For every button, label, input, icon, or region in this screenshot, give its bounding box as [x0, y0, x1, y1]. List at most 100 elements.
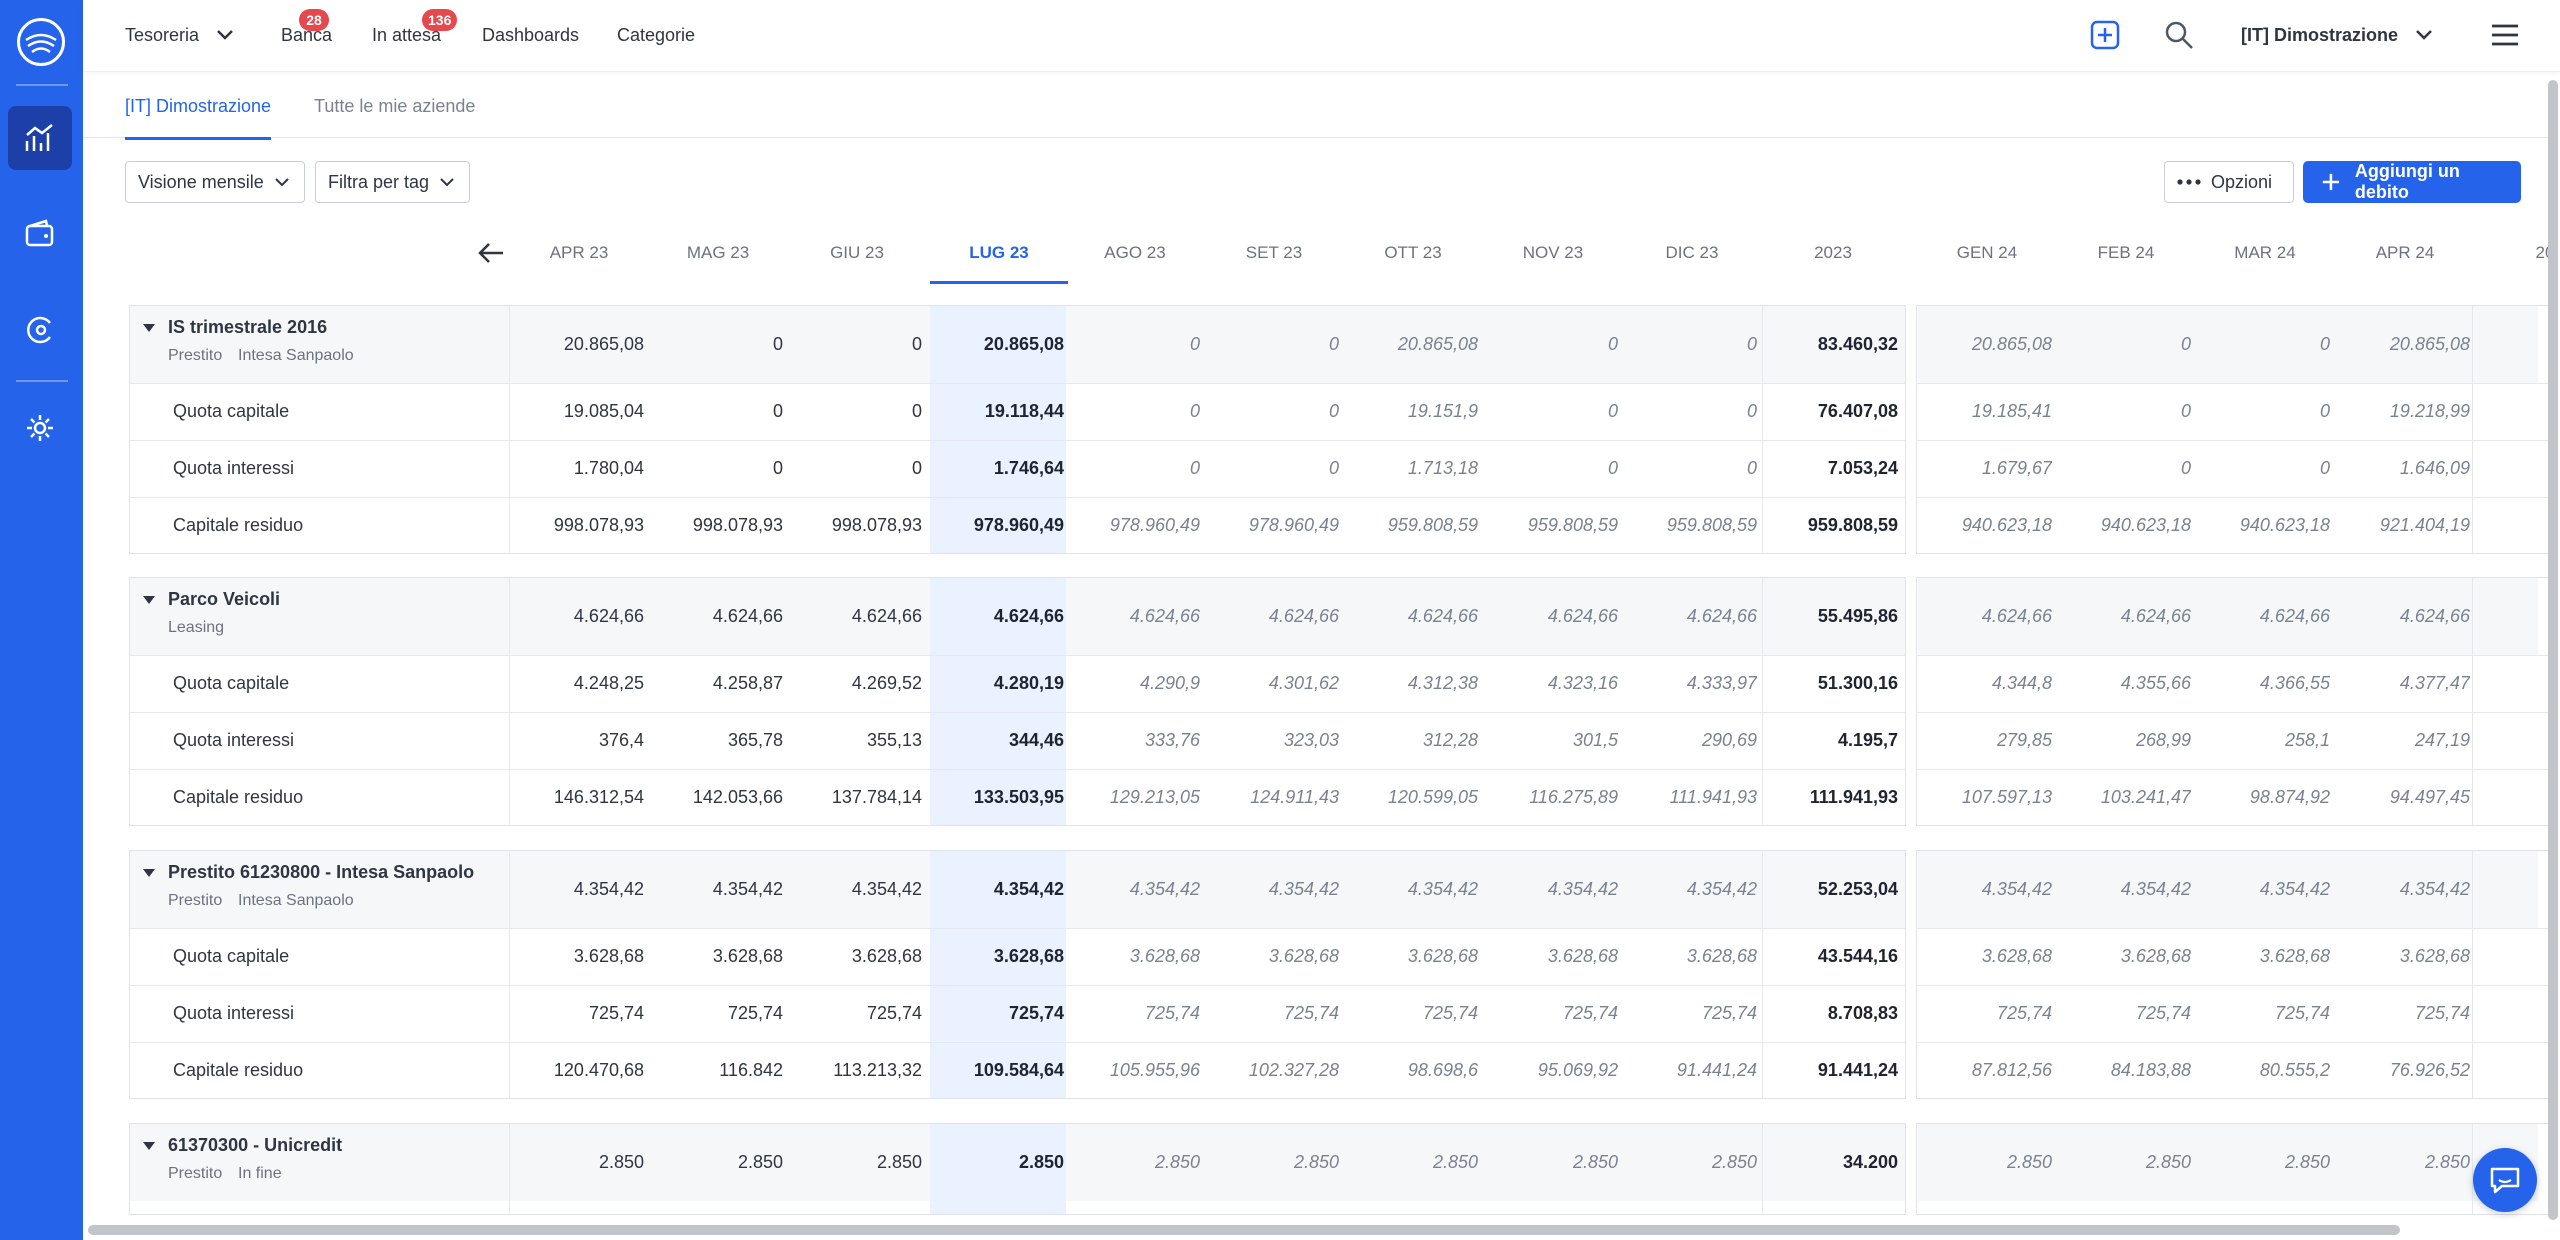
collapse-triangle-icon[interactable] — [143, 869, 155, 877]
nav-tesoreria[interactable]: Tesoreria — [125, 25, 234, 46]
total-value: 4.354,42 — [573, 879, 644, 899]
chevron-down-icon — [440, 178, 454, 187]
group-tag: Prestito — [168, 1165, 223, 1182]
label-divider — [509, 850, 510, 1099]
hamburger-menu-icon[interactable] — [2490, 22, 2520, 53]
row-divider — [1916, 1042, 2556, 1043]
cell-value: 95.069,92 — [1537, 1060, 1618, 1080]
options-button[interactable]: Opzioni — [2164, 161, 2294, 203]
cell-value: 998.078,93 — [553, 515, 644, 535]
row-label: Capitale residuo — [173, 1060, 304, 1080]
column-header[interactable]: AGO 23 — [1104, 243, 1166, 262]
group-title[interactable]: IS trimestrale 2016 — [168, 317, 328, 337]
column-header[interactable]: LUG 23 — [930, 242, 1068, 284]
cell-value: 0 — [772, 458, 783, 478]
collapse-triangle-icon[interactable] — [143, 1142, 155, 1150]
company-tabs: [IT] Dimostrazione Tutte le mie aziende — [83, 72, 2550, 140]
nav-in-attesa[interactable]: In attesa 136 — [372, 9, 458, 46]
cell-value: 0 — [1746, 458, 1757, 478]
column-header[interactable]: SET 23 — [1245, 243, 1303, 262]
cell-value: 3.628,68 — [573, 946, 644, 966]
cell-value: 98.874,92 — [2249, 787, 2330, 807]
row-divider — [1916, 440, 2556, 441]
cell-value: 0 — [1189, 401, 1200, 421]
total-value: 4.354,42 — [1129, 879, 1200, 899]
total-value: 20.865,08 — [983, 334, 1064, 354]
cell-value: 51.300,16 — [1817, 673, 1898, 693]
sidebar-item-settings[interactable] — [8, 396, 72, 460]
cell-value: 19.118,44 — [984, 401, 1064, 421]
collapse-triangle-icon[interactable] — [143, 324, 155, 332]
tab-current-company[interactable]: [IT] Dimostrazione — [125, 96, 272, 140]
horizontal-scrollbar[interactable] — [88, 1225, 2400, 1235]
total-value: 4.624,66 — [573, 606, 644, 626]
row-divider — [129, 497, 1906, 498]
cell-value: 3.628,68 — [993, 946, 1064, 966]
column-header[interactable]: APR 23 — [549, 243, 609, 262]
app-logo-icon[interactable] — [17, 18, 65, 66]
total-value: 2.850 — [1572, 1152, 1618, 1172]
column-header[interactable]: FEB 24 — [2097, 243, 2155, 262]
cell-value: 1.780,04 — [573, 458, 644, 478]
column-header[interactable]: MAR 24 — [2234, 243, 2296, 262]
column-header[interactable]: GIU 23 — [830, 243, 884, 262]
column-header[interactable]: OTT 23 — [1384, 243, 1442, 262]
total-value: 4.624,66 — [851, 606, 922, 626]
vertical-scrollbar[interactable] — [2548, 80, 2558, 1220]
total-value: 2.850 — [876, 1152, 922, 1172]
col-divider — [2472, 1123, 2473, 1215]
cell-value: 3.628,68 — [2399, 946, 2470, 966]
sidebar-item-loans[interactable] — [8, 298, 72, 362]
row-label: Quota interessi — [173, 730, 295, 750]
company-selector[interactable]: [IT] Dimostrazione — [2241, 25, 2433, 46]
column-header[interactable]: NOV 23 — [1522, 243, 1584, 262]
group-tag: Intesa Sanpaolo — [238, 347, 354, 364]
total-value: 4.624,66 — [712, 606, 783, 626]
cell-value: 940.623,18 — [2100, 515, 2191, 535]
monthly-view-select[interactable]: Visione mensile — [125, 161, 305, 203]
group-title[interactable]: 61370300 - Unicredit — [168, 1135, 343, 1155]
nav-dashboards[interactable]: Dashboards — [482, 25, 580, 45]
add-square-icon[interactable] — [2090, 20, 2120, 55]
cell-value: 4.344,8 — [1991, 673, 2052, 693]
collapse-triangle-icon[interactable] — [143, 596, 155, 604]
row-divider — [1916, 928, 2556, 929]
nav-categorie[interactable]: Categorie — [617, 25, 696, 45]
total-value: 2.850 — [1293, 1152, 1339, 1172]
cell-value: 43.544,16 — [1817, 946, 1898, 966]
cell-value: 312,28 — [1422, 730, 1478, 750]
add-debt-button[interactable]: Aggiungi un debito — [2303, 161, 2521, 203]
sidebar-item-wallet[interactable] — [8, 202, 72, 266]
search-icon[interactable] — [2164, 20, 2194, 55]
year-divider — [1762, 850, 1763, 1099]
group-title[interactable]: Parco Veicoli — [168, 589, 281, 609]
tab-all-companies[interactable]: Tutte le mie aziende — [314, 96, 476, 116]
cell-value: 247,19 — [2414, 730, 2470, 750]
cell-value: 0 — [2319, 401, 2330, 421]
total-value: 4.624,66 — [993, 606, 1064, 626]
cell-value: 959.808,59 — [1666, 515, 1757, 535]
cell-value: 333,76 — [1144, 730, 1200, 750]
column-header[interactable]: 2023 — [1814, 243, 1852, 262]
chat-support-button[interactable] — [2473, 1148, 2537, 1212]
total-value: 4.354,42 — [1686, 879, 1757, 899]
total-value: 0 — [2180, 334, 2191, 354]
nav-banca[interactable]: Banca 28 — [281, 9, 332, 46]
nav-in-attesa-label: In attesa — [372, 25, 442, 45]
tag-filter-select[interactable]: Filtra per tag — [315, 161, 470, 203]
column-header[interactable]: MAG 23 — [686, 243, 750, 262]
group-header-bg — [1918, 577, 2538, 655]
column-header[interactable]: GEN 24 — [1956, 243, 2018, 262]
arrow-left-icon[interactable] — [477, 241, 505, 270]
sidebar-item-analytics[interactable] — [8, 106, 72, 170]
cell-value: 107.597,13 — [1961, 787, 2052, 807]
group-box — [129, 305, 1906, 554]
debt-icon — [27, 316, 52, 344]
group-title[interactable]: Prestito 61230800 - Intesa Sanpaolo — [168, 862, 475, 882]
total-value: 4.354,42 — [1981, 879, 2052, 899]
cell-value: 120.470,68 — [553, 1060, 644, 1080]
column-header[interactable]: APR 24 — [2375, 243, 2435, 262]
cell-value: 19.151,9 — [1407, 401, 1478, 421]
cell-value: 105.955,96 — [1109, 1060, 1200, 1080]
column-header[interactable]: DIC 23 — [1665, 243, 1719, 262]
